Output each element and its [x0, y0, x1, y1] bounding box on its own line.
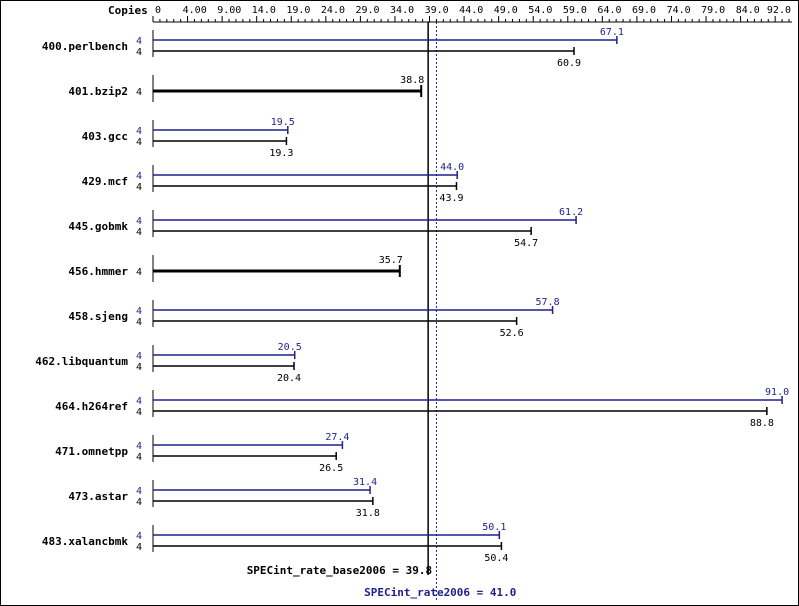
base-value-label: 43.9	[439, 193, 463, 204]
x-tick-label: 74.0	[667, 5, 691, 16]
copies-base: 4	[136, 137, 142, 148]
peak-value-label: 31.4	[353, 477, 377, 488]
x-tick-label: 54.0	[528, 5, 552, 16]
benchmark-name: 456.hmmer	[68, 265, 128, 278]
copies-base: 4	[136, 227, 142, 238]
x-tick-label: 9.00	[217, 5, 241, 16]
copies-base: 4	[136, 267, 142, 278]
copies-base: 4	[136, 362, 142, 373]
copies-base: 4	[136, 317, 142, 328]
peak-value-label: 50.1	[482, 522, 506, 533]
x-tick-label: 44.0	[459, 5, 483, 16]
benchmark-name: 403.gcc	[82, 130, 128, 143]
x-tick-label: 24.0	[321, 5, 345, 16]
copies-peak: 4	[136, 36, 142, 47]
x-tick-label: 79.0	[701, 5, 725, 16]
base-value-label: 31.8	[356, 508, 380, 519]
peak-value-label: 67.1	[600, 27, 624, 38]
benchmark-name: 401.bzip2	[68, 85, 128, 98]
copies-peak: 4	[136, 441, 142, 452]
base-value-label: 60.9	[557, 58, 581, 69]
x-tick-label: 29.0	[355, 5, 379, 16]
copies-header: Copies	[108, 4, 148, 17]
base-value-label: 38.8	[400, 75, 424, 86]
benchmark-name: 462.libquantum	[35, 355, 128, 368]
copies-peak: 4	[136, 126, 142, 137]
copies-base: 4	[136, 452, 142, 463]
copies-peak: 4	[136, 396, 142, 407]
base-reference-label: SPECint_rate_base2006 = 39.8	[247, 564, 432, 577]
x-tick-label: 19.0	[286, 5, 310, 16]
copies-peak: 4	[136, 531, 142, 542]
copies-base: 4	[136, 497, 142, 508]
benchmark-name: 458.sjeng	[68, 310, 128, 323]
peak-value-label: 57.8	[536, 297, 560, 308]
peak-value-label: 19.5	[271, 117, 295, 128]
base-value-label: 54.7	[514, 238, 538, 249]
benchmark-name: 473.astar	[68, 490, 128, 503]
benchmark-name: 445.gobmk	[68, 220, 128, 233]
copies-peak: 4	[136, 306, 142, 317]
x-tick-label: 49.0	[494, 5, 518, 16]
copies-peak: 4	[136, 486, 142, 497]
base-bar	[153, 269, 400, 273]
benchmark-name: 400.perlbench	[42, 40, 128, 53]
copies-peak: 4	[136, 171, 142, 182]
base-value-label: 88.8	[750, 418, 774, 429]
peak-value-label: 27.4	[325, 432, 349, 443]
copies-peak: 4	[136, 216, 142, 227]
x-tick-label: 92.0	[767, 5, 791, 16]
copies-peak: 4	[136, 351, 142, 362]
peak-value-label: 20.5	[278, 342, 302, 353]
base-value-label: 50.4	[484, 553, 508, 564]
copies-base: 4	[136, 87, 142, 98]
x-tick-label: 39.0	[425, 5, 449, 16]
copies-base: 4	[136, 407, 142, 418]
base-value-label: 26.5	[319, 463, 343, 474]
x-tick-label: 84.0	[736, 5, 760, 16]
copies-base: 4	[136, 542, 142, 553]
base-bar	[153, 89, 422, 93]
x-tick-label: 59.0	[563, 5, 587, 16]
benchmark-name: 464.h264ref	[55, 400, 128, 413]
base-value-label: 52.6	[500, 328, 524, 339]
x-tick-label: 14.0	[252, 5, 276, 16]
x-tick-label: 69.0	[632, 5, 656, 16]
peak-value-label: 61.2	[559, 207, 583, 218]
x-tick-label: 0	[155, 5, 161, 16]
benchmark-name: 429.mcf	[82, 175, 128, 188]
base-value-label: 19.3	[269, 148, 293, 159]
x-tick-label: 4.00	[183, 5, 207, 16]
copies-base: 4	[136, 182, 142, 193]
x-tick-label: 34.0	[390, 5, 414, 16]
peak-value-label: 91.0	[765, 387, 789, 398]
base-value-label: 20.4	[277, 373, 301, 384]
peak-reference-label: SPECint_rate2006 = 41.0	[364, 586, 516, 599]
peak-value-label: 44.0	[440, 162, 464, 173]
benchmark-name: 483.xalancbmk	[42, 535, 128, 548]
base-value-label: 35.7	[379, 255, 403, 266]
copies-base: 4	[136, 47, 142, 58]
x-tick-label: 64.0	[597, 5, 621, 16]
benchmark-name: 471.omnetpp	[55, 445, 128, 458]
